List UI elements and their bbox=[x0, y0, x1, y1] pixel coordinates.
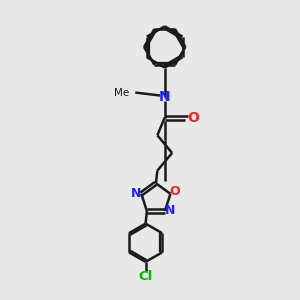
Text: N: N bbox=[131, 188, 141, 200]
Text: N: N bbox=[159, 90, 170, 104]
Text: O: O bbox=[187, 111, 199, 124]
Text: Me: Me bbox=[114, 88, 129, 98]
Text: O: O bbox=[169, 185, 180, 198]
Text: N: N bbox=[165, 205, 175, 218]
Text: Cl: Cl bbox=[139, 270, 153, 283]
